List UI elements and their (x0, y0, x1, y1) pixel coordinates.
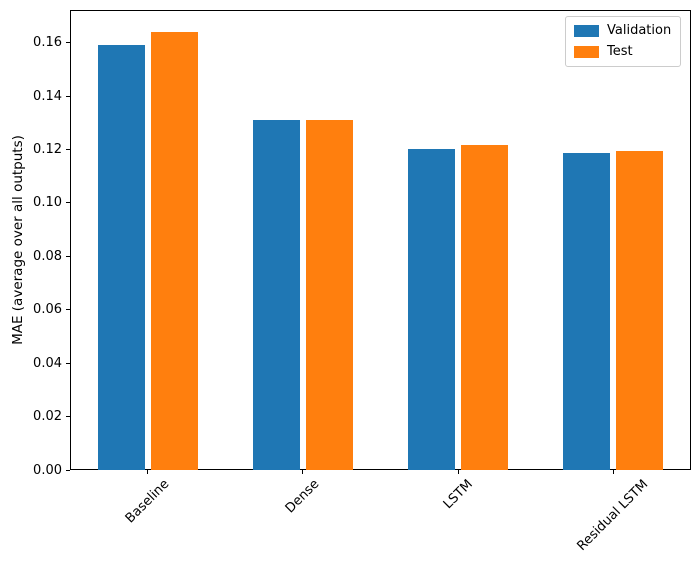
legend-label: Validation (607, 23, 672, 38)
x-tick-mark (147, 470, 149, 474)
legend-swatch-validation (574, 25, 599, 37)
y-tick-label: 0.00 (33, 462, 62, 478)
bar-validation-residual-lstm (563, 153, 611, 470)
bar-validation-dense (252, 120, 300, 470)
y-tick-mark (66, 42, 70, 44)
y-tick-mark (66, 416, 70, 418)
y-tick-mark (66, 255, 70, 257)
y-tick-label: 0.08 (33, 248, 62, 264)
x-tick-mark (612, 470, 614, 474)
y-tick-mark (66, 95, 70, 97)
y-tick-label: 0.14 (33, 88, 62, 104)
legend: Validation Test (565, 16, 682, 67)
y-tick-label: 0.02 (33, 409, 62, 425)
legend-item-test: Test (574, 44, 671, 60)
x-tick-label: Baseline (122, 476, 173, 527)
x-tick-label: Dense (283, 476, 323, 517)
bar-test-lstm (461, 145, 509, 470)
bar-test-baseline (150, 31, 198, 470)
legend-label: Test (607, 44, 633, 59)
y-tick-label: 0.12 (33, 141, 62, 157)
x-tick-mark (457, 470, 459, 474)
bar-test-dense (305, 120, 353, 470)
legend-item-validation: Validation (574, 23, 671, 39)
y-tick-label: 0.06 (33, 302, 62, 318)
legend-swatch-test (574, 46, 599, 58)
x-tick-label: LSTM (440, 477, 476, 513)
y-tick-label: 0.16 (33, 35, 62, 51)
y-tick-mark (66, 362, 70, 364)
y-tick-mark (66, 469, 70, 471)
bar-test-residual-lstm (616, 150, 664, 470)
y-tick-mark (66, 148, 70, 150)
y-tick-mark (66, 202, 70, 204)
bar-validation-baseline (97, 45, 145, 470)
bar-validation-lstm (408, 149, 456, 470)
y-tick-mark (66, 309, 70, 311)
y-tick-label: 0.10 (33, 195, 62, 211)
x-tick-mark (302, 470, 304, 474)
y-tick-label: 0.04 (33, 355, 62, 371)
x-tick-label: Residual LSTM (574, 477, 652, 554)
